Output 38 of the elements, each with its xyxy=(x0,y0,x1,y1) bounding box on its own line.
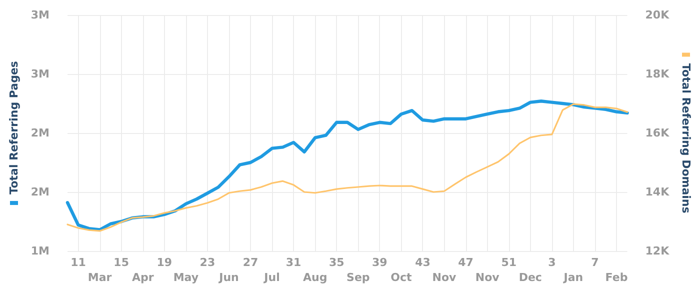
y-tick-label: 2M xyxy=(30,126,50,140)
y2-tick-label: 18K xyxy=(645,68,670,80)
x-tick-label: Aug xyxy=(302,271,328,284)
x-tick-label: 27 xyxy=(242,256,258,269)
x-tick-label: Nov xyxy=(432,271,458,284)
x-tick-label: 23 xyxy=(200,256,216,269)
y-tick-label: 1M xyxy=(30,244,50,258)
y-tick-label: 3M xyxy=(30,8,50,22)
x-tick-label: Sep xyxy=(346,271,370,284)
y-tick-label: 2M xyxy=(30,186,50,198)
x-tick-label: Jan xyxy=(562,271,584,284)
y2-tick-label: 20K xyxy=(645,8,670,22)
x-tick-label: Apr xyxy=(132,271,154,284)
x-tick-label: 43 xyxy=(415,256,430,269)
x-tick-label: Mar xyxy=(88,271,112,284)
x-tick-label: 39 xyxy=(372,256,388,269)
y-tick-label: 3M xyxy=(30,68,50,80)
x-tick-label: 31 xyxy=(286,256,302,269)
x-tick-label: Nov xyxy=(475,271,500,284)
x-tick-label: Jul xyxy=(263,271,280,284)
x-tick-label: 51 xyxy=(501,256,517,269)
x-tick-label: 11 xyxy=(70,256,86,269)
x-tick-label: Jun xyxy=(218,271,239,284)
x-tick-label: Feb xyxy=(605,271,628,284)
x-tick-label: 47 xyxy=(458,256,474,269)
x-tick-label: May xyxy=(173,271,199,284)
x-tick-label: 15 xyxy=(114,256,129,269)
y2-axis-title: Total Referring Domains xyxy=(680,63,692,214)
x-tick-label: Dec xyxy=(518,271,542,284)
y-axis-title: Total Referring Pages xyxy=(8,60,20,194)
y2-tick-label: 16K xyxy=(645,126,670,140)
y2-tick-label: 12K xyxy=(645,244,670,258)
y2-tick-label: 14K xyxy=(645,186,670,198)
x-tick-label: 3 xyxy=(548,256,556,269)
x-tick-label: 19 xyxy=(156,256,172,269)
x-tick-label: 7 xyxy=(591,256,599,269)
x-tick-label: Oct xyxy=(390,271,412,284)
x-tick-label: 35 xyxy=(328,256,344,269)
